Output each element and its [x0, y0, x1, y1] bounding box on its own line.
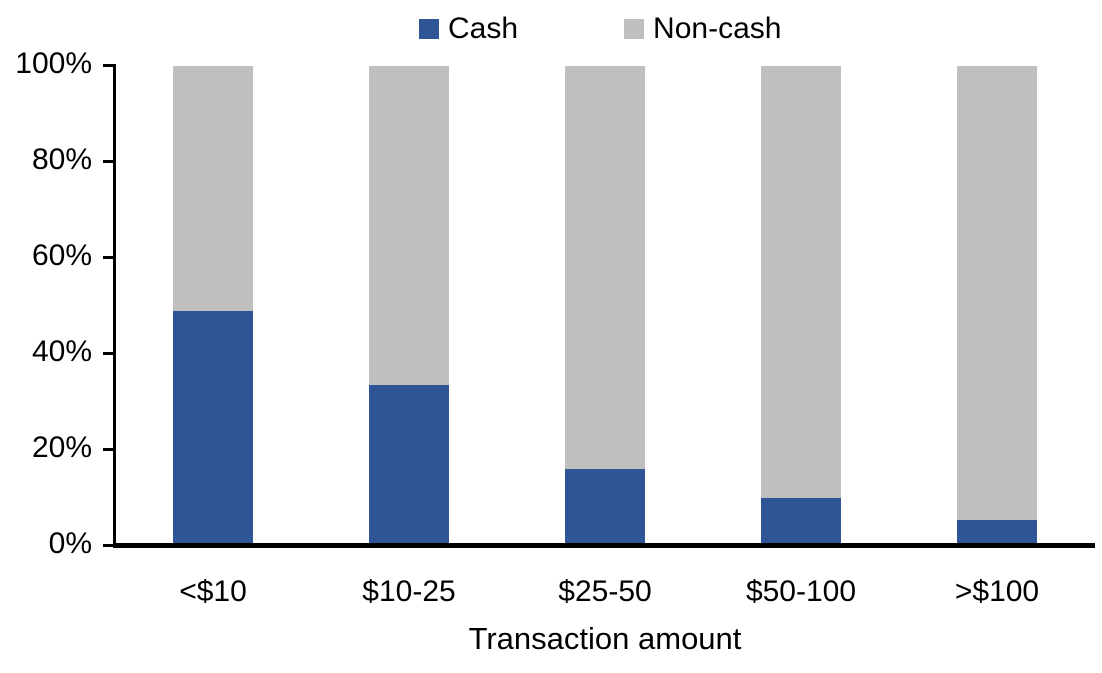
- x-tick-label: <$10: [179, 575, 247, 608]
- bar-segment-noncash: [957, 66, 1037, 520]
- legend-item-cash: Cash: [419, 11, 518, 47]
- y-tick-label: 100%: [15, 47, 92, 80]
- y-tick-mark: [103, 64, 115, 67]
- x-tick-label: $10-25: [362, 575, 456, 608]
- x-axis-line: [113, 543, 1095, 548]
- y-tick-label: 80%: [31, 143, 92, 176]
- y-tick-mark: [103, 448, 115, 451]
- x-axis-tick-labels: <$10 $10-25 $25-50 $50-100 >$100: [115, 574, 1095, 610]
- bar-segment-noncash: [369, 66, 449, 386]
- bar-segment-noncash: [173, 66, 253, 311]
- y-tick-label: 60%: [31, 239, 92, 272]
- y-tick-mark: [103, 160, 115, 163]
- y-tick-label: 0%: [48, 527, 92, 560]
- bar-segment-cash: [173, 310, 253, 546]
- y-tick-label: 20%: [31, 431, 92, 464]
- x-tick-label: $50-100: [745, 575, 857, 608]
- x-axis-title: Transaction amount: [468, 621, 742, 656]
- bar-segment-cash: [565, 469, 645, 546]
- legend-item-noncash: Non-cash: [624, 11, 781, 47]
- y-tick-mark: [103, 256, 115, 259]
- x-tick-label: $25-50: [558, 575, 652, 608]
- bar-segment-noncash: [565, 66, 645, 470]
- y-tick-mark: [103, 544, 115, 547]
- noncash-swatch-icon: [624, 19, 645, 39]
- bar-segment-cash: [761, 498, 841, 546]
- bar-segment-cash: [957, 519, 1037, 546]
- cash-legend-label: Cash: [448, 12, 519, 45]
- x-tick-label: >$100: [954, 575, 1040, 608]
- y-axis-line: [113, 64, 116, 548]
- bar-segment-cash: [369, 385, 449, 546]
- cash-swatch-icon: [419, 19, 439, 39]
- plot-area: [115, 66, 1095, 546]
- bar-segment-noncash: [761, 66, 841, 498]
- chart-legend: Cash Non-cash: [419, 11, 781, 47]
- noncash-legend-label: Non-cash: [653, 12, 782, 45]
- y-tick-label: 40%: [31, 335, 92, 368]
- y-tick-mark: [103, 352, 115, 355]
